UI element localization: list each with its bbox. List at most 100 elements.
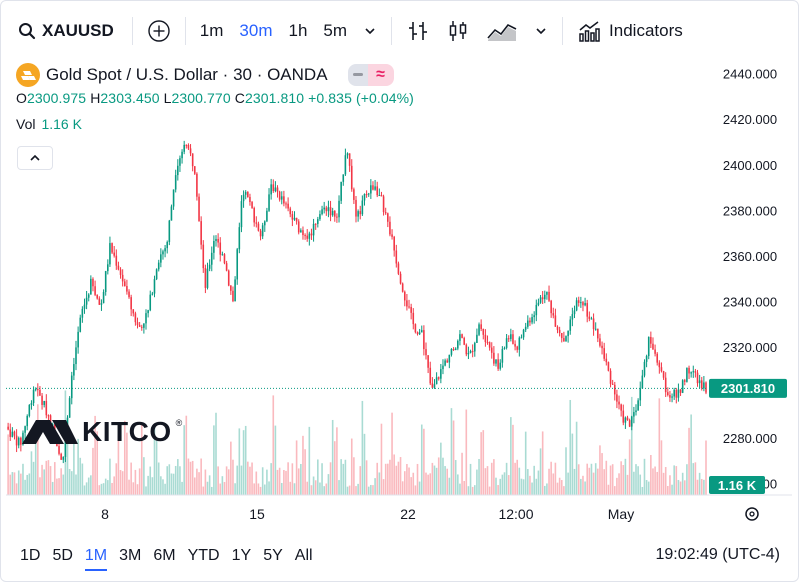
candle-body	[433, 384, 436, 388]
area-chart-type-button[interactable]	[478, 14, 526, 48]
volume-bar	[647, 481, 650, 495]
time-axis[interactable]: 8 15 22 12:00 May	[101, 506, 634, 522]
range-button-3m[interactable]: 3M	[119, 547, 142, 564]
volume-bar	[51, 481, 54, 495]
volume-bar	[459, 483, 461, 495]
volume-bar	[361, 400, 364, 495]
candle-body	[90, 278, 92, 295]
collapse-legend-button[interactable]	[17, 146, 53, 170]
range-button-ytd[interactable]: YTD	[187, 547, 220, 564]
volume-bar	[164, 483, 166, 495]
interval-dropdown[interactable]	[355, 14, 385, 48]
volume-bar	[227, 469, 230, 495]
volume-bar	[597, 468, 599, 495]
candle-body	[20, 437, 22, 445]
indicators-button[interactable]: Indicators	[569, 14, 691, 48]
bar-chart-type-button[interactable]	[398, 14, 438, 48]
candles-icon	[449, 21, 467, 41]
candle-body	[348, 153, 351, 166]
candle-body	[47, 415, 50, 417]
symbol-search[interactable]: XAUUSD	[6, 11, 126, 51]
candle-body	[295, 217, 298, 222]
candle-body	[259, 230, 262, 237]
interval-button-30m[interactable]: 30m	[239, 21, 273, 40]
candle-body	[380, 195, 383, 197]
candle-body	[690, 372, 692, 374]
candle-body	[340, 181, 342, 201]
range-button-1d[interactable]: 1D	[20, 547, 41, 564]
volume-bar	[416, 463, 419, 495]
volume-bar	[73, 438, 75, 495]
volume-bar	[365, 460, 368, 495]
price-candles	[7, 140, 707, 464]
range-button-5y[interactable]: 5Y	[263, 547, 283, 564]
timezone-clock[interactable]: 19:02:49 (UTC-4)	[655, 546, 781, 563]
volume-bar	[289, 481, 292, 495]
volume-tag-label: 1.16 K	[718, 478, 757, 493]
candle-body	[11, 431, 14, 437]
legend-visibility-toggle[interactable]: ≈	[347, 64, 394, 86]
candle-body	[34, 389, 37, 391]
volume-bar	[554, 462, 557, 495]
candle-body	[30, 403, 33, 405]
volume-bar	[389, 459, 391, 495]
open-value: 2300.975	[27, 90, 87, 106]
compare-add-button[interactable]	[139, 14, 179, 48]
volume-bar	[98, 485, 101, 495]
volume-bar	[395, 465, 398, 495]
y-tick-label: 2280.000	[723, 431, 777, 446]
candle-body	[650, 336, 652, 344]
volume-bar	[450, 408, 453, 495]
candle-body	[641, 375, 644, 389]
candle-body	[654, 349, 656, 354]
volume-bar	[656, 471, 659, 495]
candle-body	[539, 297, 542, 303]
range-button-6m[interactable]: 6M	[153, 547, 176, 564]
interval-button-5m[interactable]: 5m	[323, 21, 348, 40]
go-to-realtime-button[interactable]	[745, 507, 759, 521]
volume-bar	[189, 461, 192, 495]
candle-body	[541, 297, 544, 300]
toolbar-divider	[562, 17, 564, 45]
candle-body	[393, 236, 395, 251]
interval-button-1m[interactable]: 1m	[199, 21, 224, 40]
volume-bar	[618, 473, 620, 495]
volume-bar	[510, 417, 512, 495]
candle-body	[588, 316, 591, 319]
interval-button-1h[interactable]: 1h	[288, 21, 308, 40]
candle-body	[554, 315, 557, 327]
volume-bar	[168, 464, 171, 495]
candle-body	[395, 250, 398, 264]
candle-body	[247, 192, 249, 197]
volume-bar	[637, 466, 639, 495]
candle-body	[102, 292, 105, 304]
volume-bar	[698, 472, 701, 495]
candle-body	[507, 338, 510, 340]
candle-body	[136, 322, 139, 326]
volume-bar	[306, 481, 309, 495]
volume-bar	[452, 420, 455, 495]
candle-chart-type-button[interactable]	[438, 14, 478, 48]
candle-body	[573, 310, 576, 315]
range-button-5d[interactable]: 5D	[52, 547, 73, 564]
volume-bar	[102, 483, 105, 495]
price-axis[interactable]: 2440.000 2420.000 2400.000 2380.000 2360.000…	[723, 67, 777, 492]
volume-bar	[537, 470, 540, 495]
volume-bar	[304, 449, 306, 495]
volume-bar	[516, 459, 519, 495]
candle-body	[580, 302, 582, 304]
range-button-all[interactable]: All	[294, 547, 313, 564]
volume-bar	[353, 457, 355, 495]
volume-bar	[37, 404, 39, 495]
chevron-down-icon	[365, 28, 375, 35]
candle-body	[213, 241, 215, 253]
chart-type-dropdown[interactable]	[526, 14, 556, 48]
candle-body	[637, 400, 639, 411]
candle-body	[338, 200, 340, 218]
range-button-1y[interactable]: 1Y	[231, 547, 252, 564]
range-button-1m[interactable]: 1M	[79, 541, 113, 571]
candle-body	[147, 310, 149, 314]
volume-bar	[478, 459, 480, 495]
volume-bar	[104, 478, 107, 495]
volume-bar	[635, 464, 637, 495]
